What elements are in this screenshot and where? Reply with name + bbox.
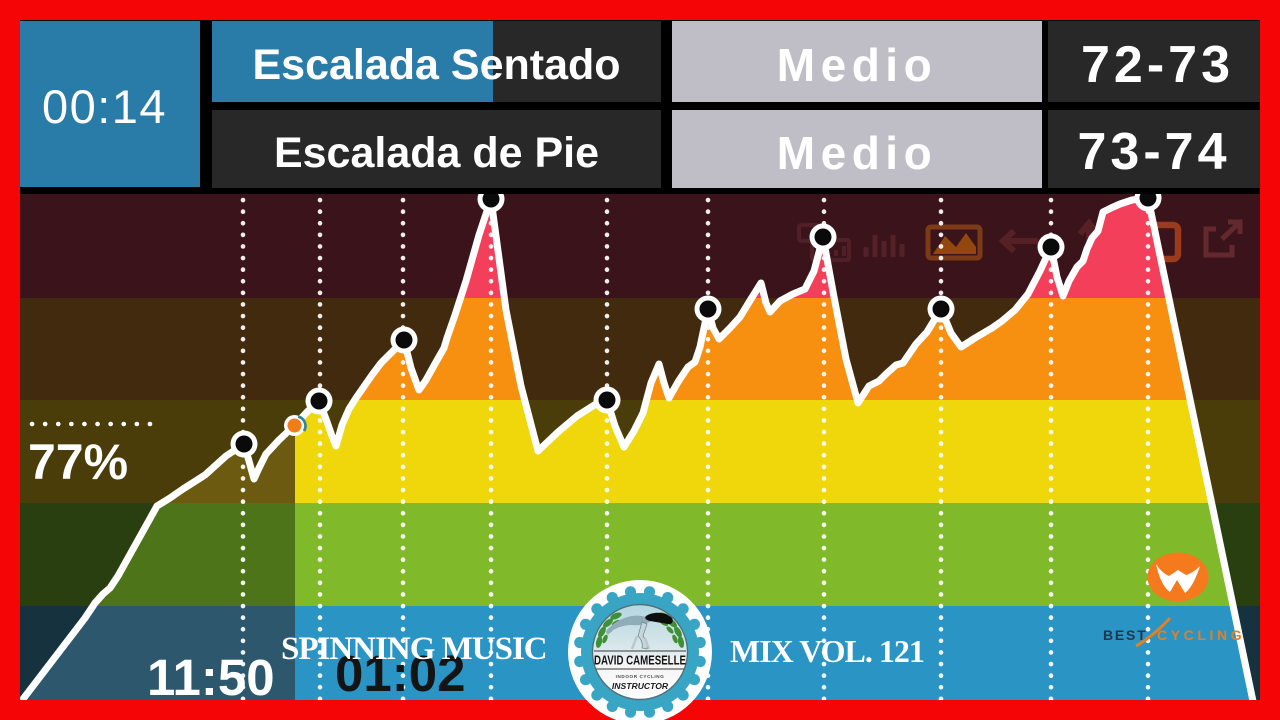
svg-text:DAVID CAMESELLE: DAVID CAMESELLE xyxy=(594,654,686,668)
svg-text:BEST: BEST xyxy=(1103,627,1148,643)
svg-text:INDOOR CYCLING: INDOOR CYCLING xyxy=(616,674,665,679)
svg-text:77%: 77% xyxy=(28,434,128,490)
svg-text:CYCLING: CYCLING xyxy=(1157,627,1245,643)
svg-text:INSTRUCTOR: INSTRUCTOR xyxy=(612,681,669,691)
